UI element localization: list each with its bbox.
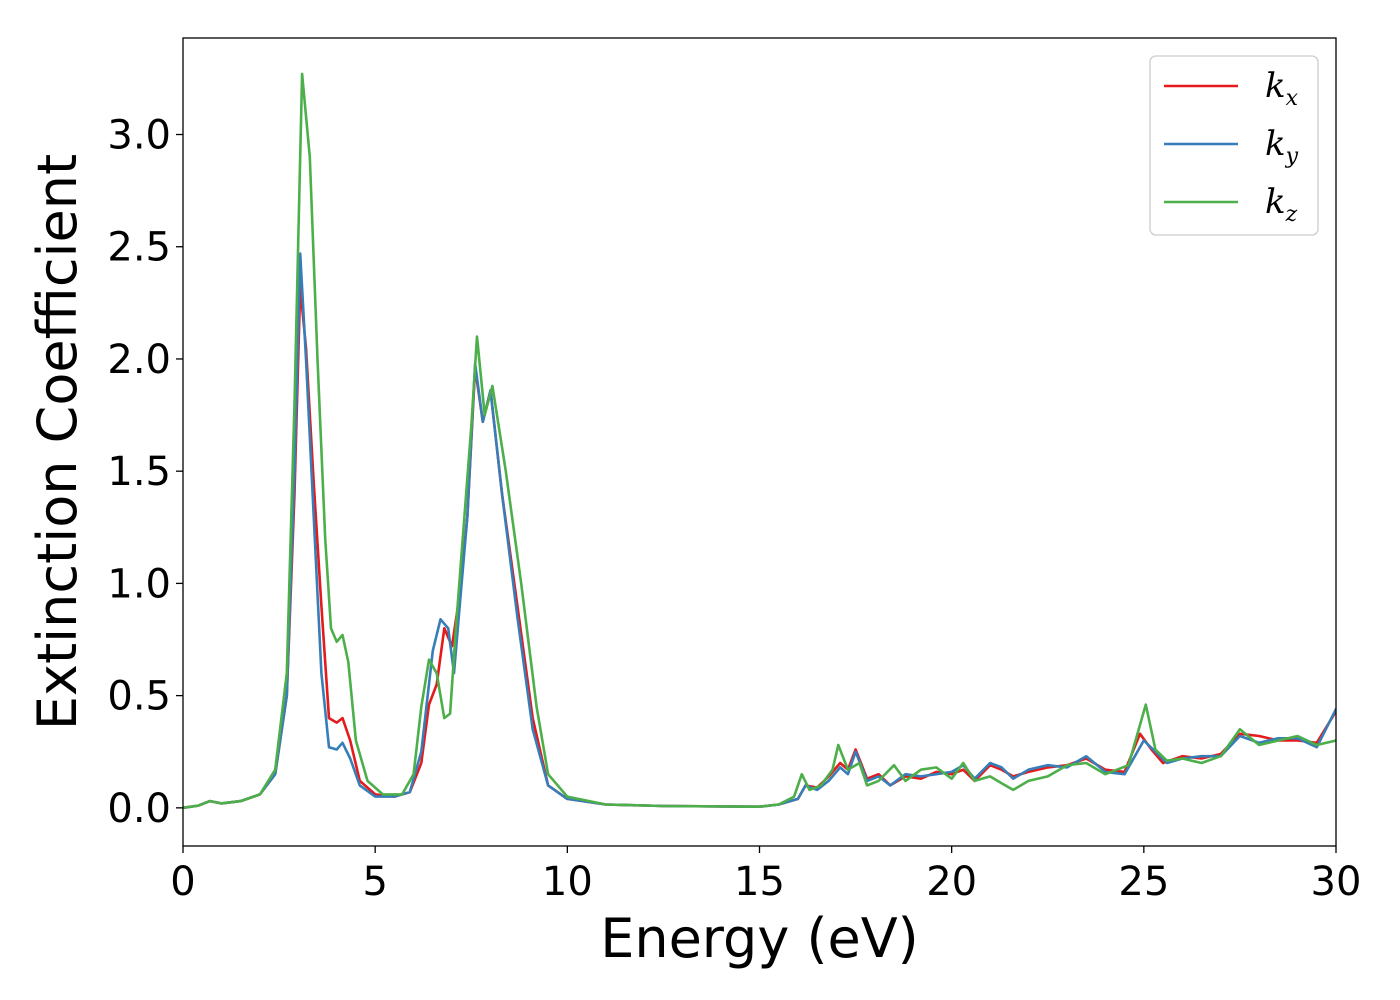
x-tick-label: 0	[170, 859, 195, 905]
y-tick-label: 1.0	[107, 561, 171, 607]
y-tick-label: 0.0	[107, 786, 171, 832]
series-line-kz	[183, 72, 1336, 810]
x-tick-label: 25	[1118, 859, 1169, 905]
x-tick-label: 20	[926, 859, 977, 905]
x-tick-label: 10	[542, 859, 593, 905]
x-axis-title: Energy (eV)	[600, 907, 919, 970]
y-tick-label: 0.5	[107, 674, 171, 720]
legend: kx ky kz	[1149, 55, 1319, 236]
y-tick-label: 1.5	[107, 449, 171, 495]
x-axis: 0 5 10 15 20 25 30	[170, 846, 1361, 905]
x-tick-label: 30	[1311, 859, 1362, 905]
y-axis: 0.0 0.5 1.0 1.5 2.0 2.5 3.0	[107, 113, 183, 832]
x-tick-label: 5	[362, 859, 387, 905]
legend-label-kz: kz	[1265, 182, 1298, 227]
y-tick-label: 2.5	[107, 225, 171, 271]
x-tick-label: 15	[734, 859, 785, 905]
legend-label-kx: kx	[1265, 66, 1299, 111]
y-tick-label: 2.0	[107, 337, 171, 383]
series-layer	[183, 72, 1336, 810]
y-axis-title: Extinction Coefficient	[26, 154, 89, 730]
y-tick-label: 3.0	[107, 113, 171, 159]
legend-box	[1149, 55, 1319, 236]
legend-label-ky: ky	[1265, 124, 1299, 169]
